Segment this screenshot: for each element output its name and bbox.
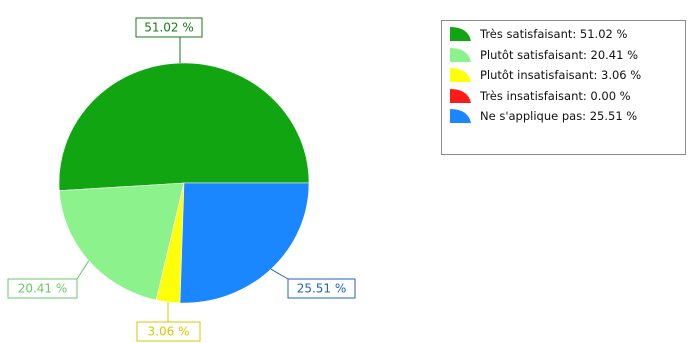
legend-swatch-icon (450, 47, 471, 62)
legend-swatch-shape (450, 68, 471, 83)
slice-value-label: 3.06 % (148, 325, 190, 339)
legend-item-plutot-satisfaisant: Plutôt satisfaisant: 20.41 % (448, 45, 685, 66)
slice-label-box (136, 321, 201, 342)
legend-swatch-shape (450, 109, 471, 124)
legend-swatch-icon (450, 109, 471, 124)
legend-swatch-icon (450, 68, 471, 83)
pie-slice (58, 62, 310, 192)
slice-value-label: 20.41 % (18, 282, 68, 296)
slice-leader-line (76, 260, 90, 280)
legend-item-plutot-insatisfaisant: Plutôt insatisfaisant: 3.06 % (448, 65, 685, 86)
legend-label: Plutôt insatisfaisant: 3.06 % (480, 68, 642, 83)
legend-swatch-shape (450, 27, 471, 42)
legend-item-tres-insatisfaisant: Très insatisfaisant: 0.00 % (448, 86, 685, 107)
slice-value-label: 25.51 % (297, 282, 347, 296)
legend-swatch-shape (450, 88, 471, 103)
legend-label: Très insatisfaisant: 0.00 % (480, 88, 631, 103)
slice-label-box (7, 278, 78, 299)
legend-item-tres-satisfaisant: Très satisfaisant: 51.02 % (448, 24, 685, 45)
slice-value-label: 51.02 % (144, 21, 194, 35)
slice-label-box (287, 278, 356, 299)
pie-slice (58, 182, 185, 301)
legend-swatch-icon (450, 27, 471, 42)
slice-label-box (135, 17, 203, 38)
pie-slice (179, 182, 310, 304)
legend-label: Ne s'applique pas: 25.51 % (480, 109, 638, 124)
slice-leader-line (270, 268, 289, 280)
legend-swatch-icon (450, 88, 471, 103)
legend-label: Plutôt satisfaisant: 20.41 % (480, 47, 639, 62)
chart-legend: Très satisfaisant: 51.02 % Plutôt satisf… (441, 20, 686, 155)
legend-item-ne-s-applique-pas: Ne s'applique pas: 25.51 % (448, 106, 685, 127)
legend-label: Très satisfaisant: 51.02 % (480, 27, 628, 42)
legend-swatch-shape (450, 47, 471, 62)
